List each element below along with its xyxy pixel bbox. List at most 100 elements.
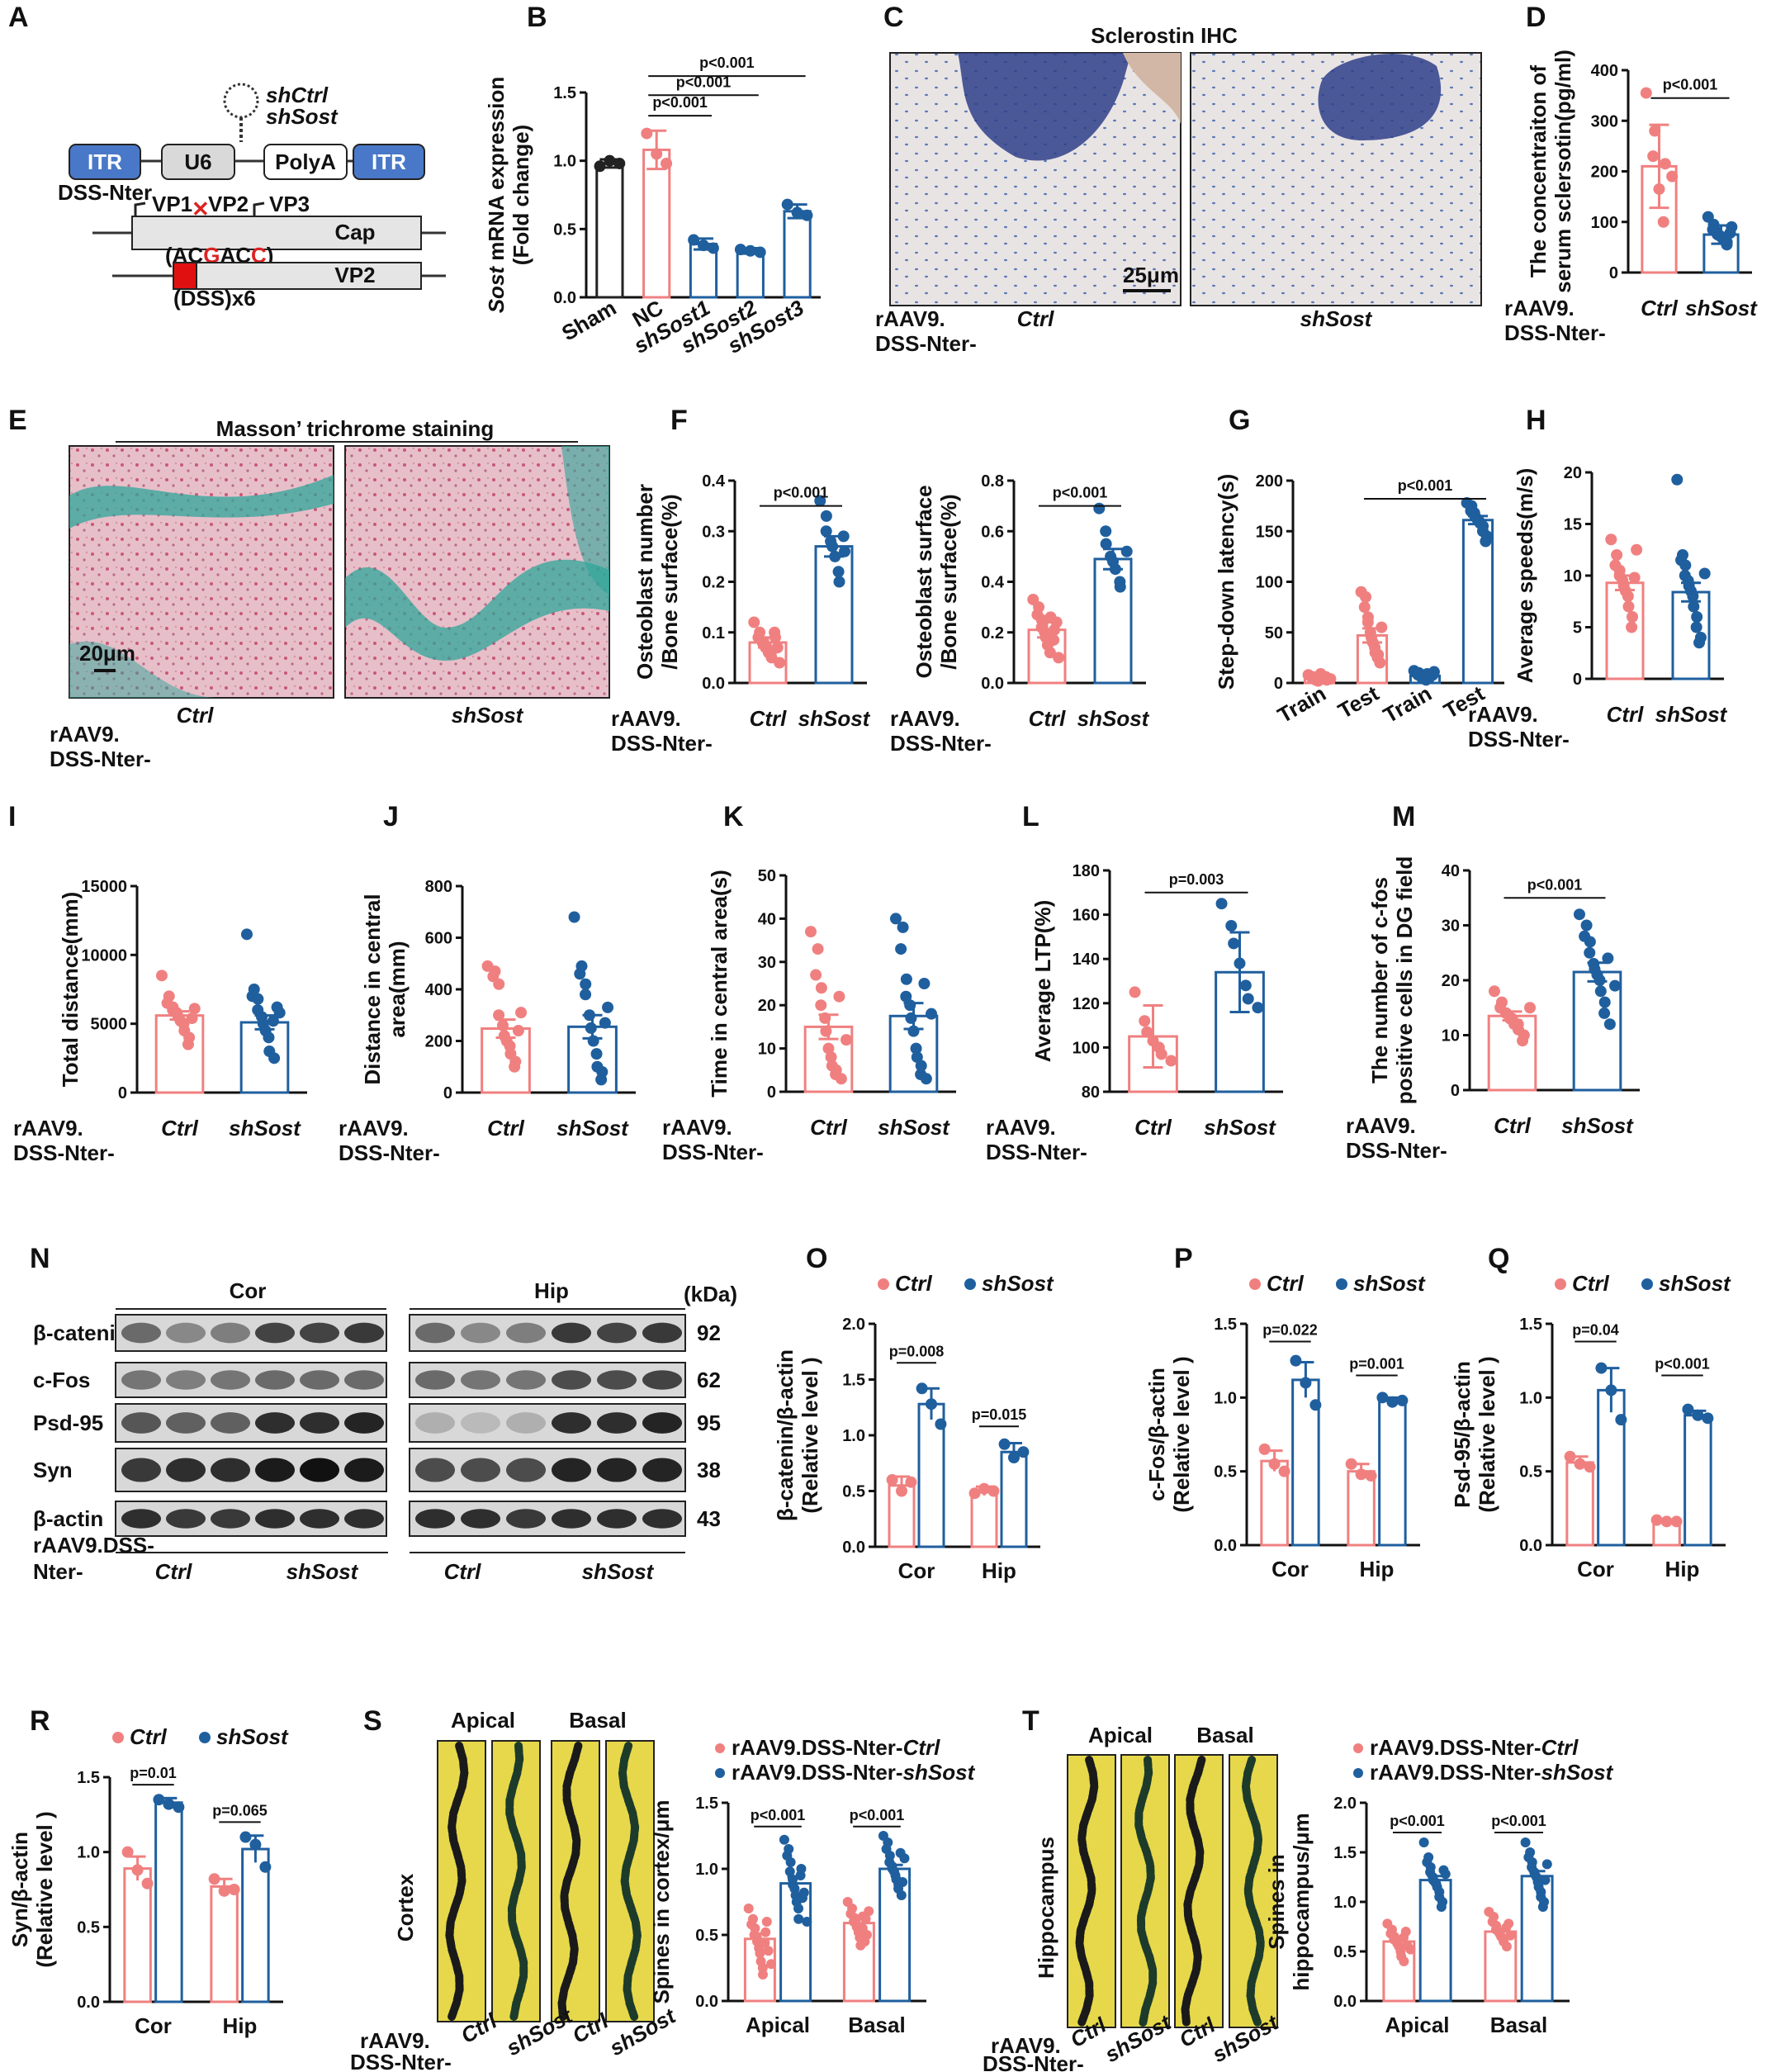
data-point [1622, 600, 1635, 613]
blot-band [415, 1370, 455, 1390]
blot-band [166, 1370, 206, 1390]
y-tick-label: 0 [1573, 671, 1582, 689]
panel-letter-s: S [363, 1705, 382, 1737]
data-point [899, 1853, 910, 1864]
data-point [761, 1917, 772, 1927]
data-point [512, 1025, 524, 1036]
blot-band [506, 1370, 546, 1390]
blot-strip-hip [409, 1448, 686, 1492]
data-point [886, 1474, 898, 1486]
masson-ctrl-label: Ctrl [177, 703, 215, 728]
blot-protein-label: Syn [33, 1458, 73, 1482]
data-point [1050, 616, 1063, 628]
data-point [1234, 957, 1246, 970]
data-point [815, 999, 827, 1012]
y-tick-label: 300 [1591, 112, 1618, 130]
blot-band [255, 1322, 295, 1344]
y-tick-label: 0 [443, 1084, 452, 1102]
y-tick-label: 0.2 [981, 624, 1004, 642]
y-tick-label: 160 [1073, 907, 1100, 925]
y-tick-label: 0.0 [553, 289, 576, 307]
blot-band [121, 1370, 161, 1390]
y-tick-label: 0 [767, 1083, 776, 1102]
panel-letter-j: J [383, 801, 399, 832]
y-tick-label: 40 [758, 910, 776, 928]
panel-letter-r: R [30, 1705, 50, 1737]
dss-nter-label: DSS-Nter [58, 180, 152, 205]
data-point [905, 1012, 917, 1024]
data-point [141, 1877, 154, 1889]
category-label: Cor [135, 2013, 172, 2038]
y-tick-label: 0.6 [981, 523, 1004, 541]
dss-x6-label: (DSS)x6 [173, 286, 256, 311]
blot-row: β-actin 43 [33, 1501, 721, 1537]
blot-band [300, 1412, 339, 1434]
data-point [935, 1418, 947, 1430]
y-axis-label-2: area(mm) [385, 941, 410, 1037]
data-point [1584, 946, 1596, 959]
data-point [240, 928, 253, 941]
data-point [907, 1025, 920, 1037]
blot-band [415, 1458, 455, 1482]
legend-marker [112, 1732, 124, 1743]
s-dendrite-path [557, 1742, 583, 2021]
t-image-frame [1174, 1754, 1224, 2028]
y-axis-label: Osteoblast surface [912, 485, 936, 678]
blot-protein-label: β-catenin [33, 1320, 129, 1345]
blot-size-label: 62 [697, 1368, 721, 1392]
data-point [1598, 1007, 1611, 1019]
panel-a-schematic: A shCtrl shSost ITR U6 PolyA ITR DSS-Nte… [8, 2, 446, 311]
y-axis-label-2: /Bone surface(%) [936, 494, 961, 669]
data-point [748, 616, 760, 628]
data-point [1702, 1412, 1714, 1425]
p-value-label: p<0.001 [1053, 485, 1108, 501]
panel-e-masson: E Masson’ trichrome staining 20μm Ctrl s… [8, 405, 610, 771]
bar [1347, 1470, 1376, 1547]
data-point [641, 127, 653, 140]
s-cortex-label: Cortex [393, 1873, 418, 1942]
category-label: Basal [1490, 2013, 1547, 2037]
data-point [896, 1890, 907, 1900]
panel-letter-a: A [8, 2, 29, 33]
data-point [698, 239, 709, 252]
data-point [1405, 1944, 1416, 1955]
data-point [766, 1959, 777, 1970]
data-point [580, 978, 592, 990]
blot-band [211, 1412, 250, 1434]
s-dendrite-image [491, 1740, 541, 2022]
p-value-label: p<0.001 [1527, 876, 1583, 893]
p-value-label: p=0.04 [1572, 1321, 1619, 1338]
data-point [1053, 652, 1065, 664]
data-point [915, 1060, 927, 1072]
data-point [1400, 1927, 1411, 1937]
blot-band [597, 1412, 637, 1434]
data-point [860, 1913, 871, 1924]
category-label: shSost [229, 1116, 301, 1140]
data-point [1120, 545, 1133, 557]
bar [1597, 1388, 1626, 1547]
data-point [1438, 1865, 1449, 1875]
y-axis-label-2: /Bone surface(%) [657, 494, 682, 669]
legend-marker [1641, 1278, 1653, 1290]
category-label: Ctrl [1029, 706, 1067, 731]
data-point [228, 1884, 240, 1895]
category-label: shSost [878, 1115, 950, 1140]
y-tick-label: 0.0 [981, 675, 1004, 693]
y-tick-label: 0.3 [702, 523, 725, 541]
y-tick-label: 20 [758, 997, 776, 1015]
data-point [1593, 974, 1606, 986]
blot-band [461, 1458, 500, 1482]
group-label-2: DSS-Nter- [13, 1140, 115, 1165]
p-value-label: p=0.022 [1262, 1321, 1318, 1338]
polya-label: PolyA [275, 149, 336, 174]
y-axis-label: The number of c-fos [1367, 877, 1392, 1083]
data-point [1611, 549, 1623, 561]
group-label-2: DSS-Nter- [986, 1140, 1087, 1164]
legend-label: rAAV9.DSS-Nter-shSost [732, 1760, 976, 1785]
t-dendrite-image [1174, 1754, 1224, 2028]
group-label-1: rAAV9. [339, 1116, 409, 1140]
data-point [897, 1877, 908, 1887]
legend-label: rAAV9.DSS-Nter-Ctrl [732, 1735, 940, 1760]
blot-band [255, 1370, 295, 1390]
y-tick-label: 2.0 [842, 1316, 865, 1334]
